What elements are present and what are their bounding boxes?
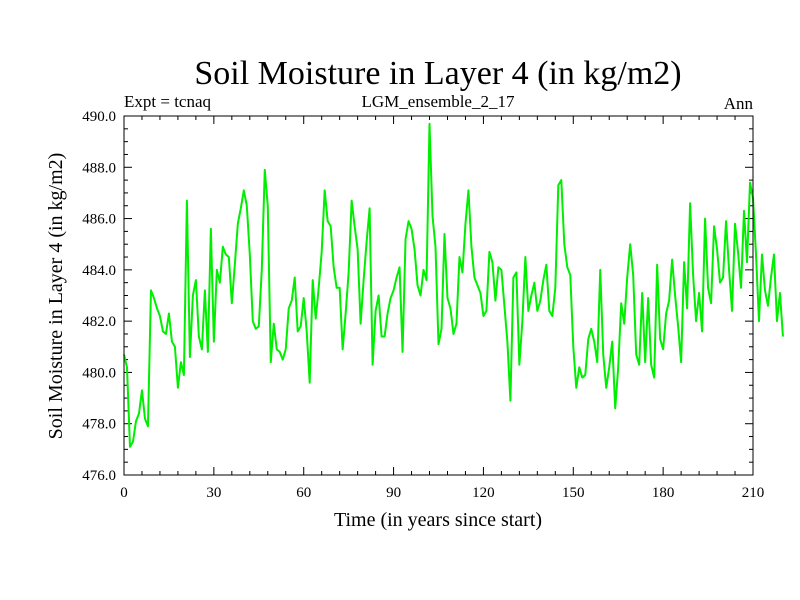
y-tick-label: 488.0 xyxy=(82,160,116,176)
x-tick-label: 150 xyxy=(562,485,585,501)
season-label: Ann xyxy=(724,94,754,113)
y-tick-label: 478.0 xyxy=(82,417,116,433)
x-tick-label: 0 xyxy=(120,485,128,501)
x-axis-ticks: 0 30 60 90 120 150 180 210 xyxy=(120,116,764,501)
y-tick-label: 480.0 xyxy=(82,365,116,381)
y-axis-label: Soil Moisture in Layer 4 (in kg/m2) xyxy=(45,153,67,440)
x-tick-label: 180 xyxy=(652,485,675,501)
plot-frame xyxy=(123,115,754,476)
y-tick-label: 484.0 xyxy=(82,263,116,279)
x-tick-label: 120 xyxy=(472,485,495,501)
y-tick-label: 476.0 xyxy=(82,468,116,484)
x-tick-label: 90 xyxy=(386,485,401,501)
x-tick-label: 60 xyxy=(296,485,311,501)
x-tick-label: 210 xyxy=(742,485,765,501)
y-tick-label: 490.0 xyxy=(82,109,116,125)
y-tick-label: 482.0 xyxy=(82,314,116,330)
chart-title: Soil Moisture in Layer 4 (in kg/m2) xyxy=(194,55,681,92)
series-line-soil-moisture xyxy=(123,122,784,448)
y-axis-ticks: 476.0 478.0 480.0 482.0 484.0 486.0 488.0 490.0 xyxy=(82,109,753,484)
x-tick-label: 30 xyxy=(206,485,221,501)
y-tick-label: 486.0 xyxy=(82,212,116,228)
experiment-label: Expt = tcnaq xyxy=(124,92,212,111)
x-axis-label: Time (in years since start) xyxy=(334,509,542,531)
chart-subtitle: LGM_ensemble_2_17 xyxy=(362,92,515,111)
